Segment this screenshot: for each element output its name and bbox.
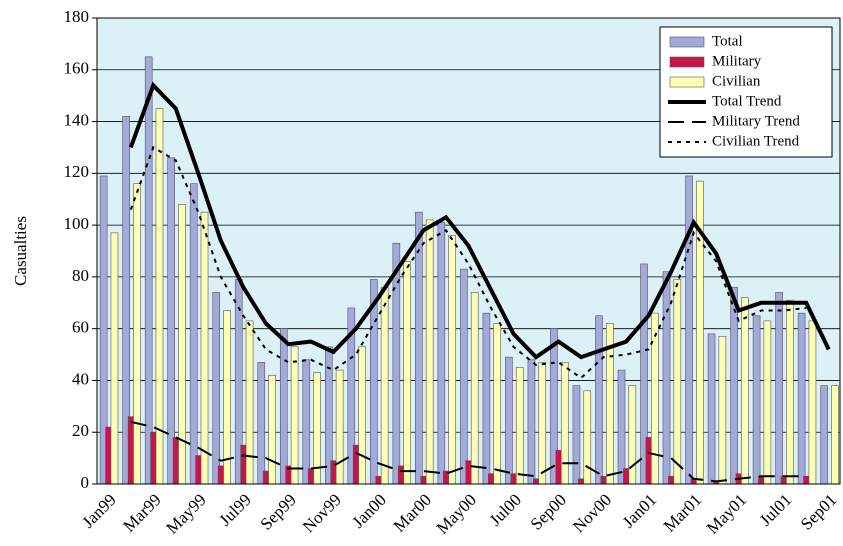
bar xyxy=(144,56,153,485)
bar xyxy=(189,183,198,485)
bar xyxy=(662,271,671,485)
bar xyxy=(245,320,254,485)
y-axis-label: Casualties xyxy=(11,216,30,286)
bar xyxy=(437,222,446,485)
legend-label: Total Trend xyxy=(712,93,782,109)
x-tick-label: Nov99 xyxy=(299,490,345,536)
y-tick-label: 140 xyxy=(64,110,90,129)
bar xyxy=(358,346,366,485)
bar xyxy=(482,312,491,485)
legend-label: Civilian xyxy=(712,73,761,89)
y-tick-label: 60 xyxy=(72,318,89,337)
bar xyxy=(595,315,603,485)
bar xyxy=(808,320,817,485)
bar xyxy=(775,292,783,485)
bar xyxy=(335,369,344,485)
bar xyxy=(628,385,637,485)
bar xyxy=(470,292,479,485)
bar xyxy=(752,315,761,485)
x-tick-label: Jul00 xyxy=(486,490,525,529)
bar xyxy=(527,359,536,485)
trend-line xyxy=(130,420,807,483)
legend-label: Civilian Trend xyxy=(712,133,800,149)
y-tick-label: 180 xyxy=(64,7,90,26)
x-tick-label: May99 xyxy=(162,490,209,537)
bar xyxy=(403,261,411,485)
bar xyxy=(290,346,299,485)
x-tick-label: Mar00 xyxy=(390,490,435,535)
bar xyxy=(110,232,119,485)
bar xyxy=(133,183,141,485)
bar xyxy=(380,286,389,485)
legend-swatch xyxy=(669,36,705,48)
legend-label: Military Trend xyxy=(712,113,800,129)
bar xyxy=(505,356,513,485)
bar xyxy=(268,374,276,485)
y-tick-label: 40 xyxy=(72,369,89,388)
x-tick-label: Jan00 xyxy=(349,490,390,531)
y-tick-label: 120 xyxy=(64,162,90,181)
y-tick-label: 80 xyxy=(72,266,89,285)
bar xyxy=(763,320,772,485)
bar xyxy=(415,211,423,485)
x-tick-label: Mar01 xyxy=(660,490,705,535)
legend-swatch xyxy=(669,76,705,88)
x-tick-label: Jul01 xyxy=(756,490,795,529)
x-tick-label: May00 xyxy=(433,490,480,537)
bar xyxy=(302,359,311,485)
y-tick-label: 160 xyxy=(64,59,90,78)
y-tick-label: 0 xyxy=(81,473,90,492)
x-tick-label: Mar99 xyxy=(119,490,164,535)
legend-label: Total xyxy=(712,33,743,49)
bar xyxy=(257,362,266,485)
x-tick-label: Nov00 xyxy=(569,490,615,536)
bar xyxy=(538,362,547,485)
bar xyxy=(786,299,794,485)
bar xyxy=(583,390,592,485)
x-tick-label: Sep99 xyxy=(256,490,299,533)
y-tick-label: 20 xyxy=(72,421,89,440)
x-tick-label: May01 xyxy=(703,490,750,537)
bar xyxy=(493,323,502,485)
bar xyxy=(707,333,716,485)
bar xyxy=(212,292,221,485)
bar xyxy=(718,336,727,485)
x-tick-label: Sep00 xyxy=(527,490,570,533)
bar xyxy=(820,385,828,485)
x-tick-label: Sep01 xyxy=(797,490,840,533)
bar xyxy=(741,297,749,485)
trend-line xyxy=(129,145,807,380)
bar xyxy=(730,286,738,485)
trend-line xyxy=(128,81,831,360)
legend: Total Military Civilian Total Trend Military… xyxy=(659,26,833,158)
bar xyxy=(617,369,626,485)
bar xyxy=(167,157,175,485)
legend-box xyxy=(659,26,833,158)
bar xyxy=(425,219,434,485)
bar xyxy=(560,362,569,485)
bar xyxy=(651,312,659,485)
legend-swatch xyxy=(669,56,705,68)
x-tick-label: Jan01 xyxy=(619,490,660,531)
bar xyxy=(831,385,839,485)
x-tick-label: Jul99 xyxy=(215,490,254,529)
plot-frame xyxy=(96,17,841,485)
y-tick-label: 100 xyxy=(64,214,90,233)
legend-label: Military xyxy=(712,53,762,69)
bar xyxy=(673,279,682,485)
bar xyxy=(515,367,524,485)
bar xyxy=(460,268,468,485)
bar xyxy=(797,312,806,485)
bar xyxy=(572,385,581,485)
bar xyxy=(279,328,288,485)
bar xyxy=(685,175,693,485)
x-tick-label: Jan99 xyxy=(78,490,119,531)
bar xyxy=(200,211,209,485)
bar xyxy=(448,235,456,485)
